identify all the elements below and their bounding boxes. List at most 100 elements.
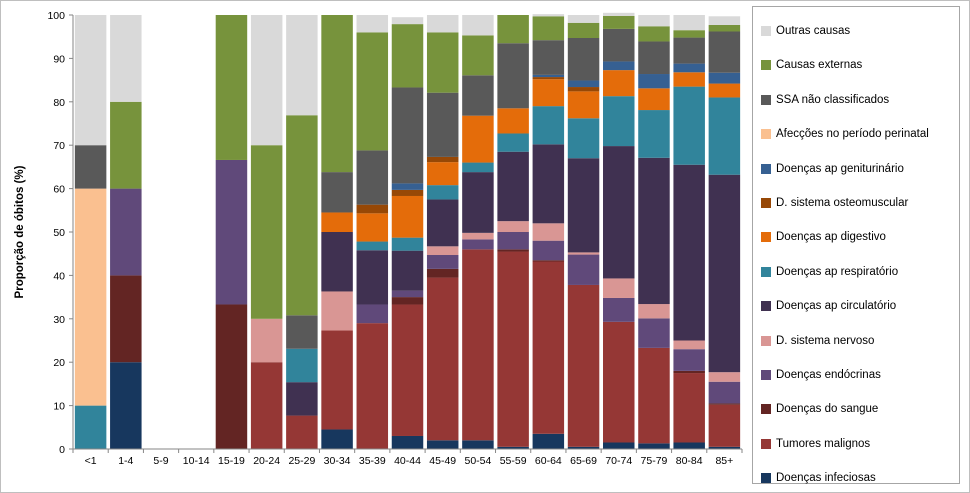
bar-segment <box>567 252 600 255</box>
bar-segment <box>426 199 459 247</box>
bar-segment <box>286 315 318 349</box>
bar-segment <box>74 145 107 189</box>
bar-segment <box>673 15 705 31</box>
bar-segment <box>673 370 705 374</box>
y-tick-label: 10 <box>53 401 65 413</box>
bar-segment <box>603 12 635 16</box>
bar-segment <box>673 37 705 64</box>
bar-segment <box>673 30 705 38</box>
x-tick-label: 30-34 <box>324 455 351 467</box>
bar-segment <box>603 321 635 443</box>
bar-segment <box>638 88 670 111</box>
bar-segment <box>673 86 705 165</box>
legend-item: Doenças endócrinas <box>761 367 881 383</box>
x-tick-label: 20-24 <box>253 455 280 467</box>
bar-segment <box>110 101 142 189</box>
bar-segment <box>497 151 529 222</box>
x-tick-label: 70-74 <box>605 455 632 467</box>
legend-item: Afecções no período perinatal <box>761 126 929 142</box>
y-tick-label: 20 <box>53 357 65 369</box>
bar-segment <box>426 15 459 33</box>
bar-segment <box>567 22 600 38</box>
bar-segment <box>110 188 142 276</box>
bar-segment <box>462 440 494 449</box>
bar-segment <box>638 318 670 348</box>
bar-segment <box>603 28 635 62</box>
x-tick-label: 25-29 <box>288 455 315 467</box>
bar-segment <box>532 433 565 449</box>
legend-label: Afecções no período perinatal <box>776 128 929 141</box>
legend-item: Doenças ap digestivo <box>761 229 886 245</box>
bar-segment <box>391 435 424 449</box>
bar-segment <box>391 17 424 25</box>
bar-segment <box>110 362 142 449</box>
bar-segment <box>391 87 424 184</box>
legend-swatch <box>761 198 771 208</box>
legend-swatch <box>761 129 771 140</box>
x-tick-label: 50-54 <box>464 455 491 467</box>
y-tick-label: 60 <box>53 184 65 196</box>
bar-segment <box>567 254 600 285</box>
x-tick-label: 40-44 <box>394 455 421 467</box>
legend-swatch <box>761 94 771 105</box>
bar-segment <box>426 277 459 441</box>
bar-segment <box>638 110 670 158</box>
y-axis-title: Proporção de óbitos (%) <box>14 165 26 298</box>
bar-segment <box>497 232 529 250</box>
bar-segment <box>391 237 424 251</box>
legend-item: D. sistema osteomuscular <box>761 195 908 211</box>
bar-segment <box>356 304 389 324</box>
bar-segment <box>250 318 283 363</box>
bar-segment <box>321 232 353 292</box>
y-tick-label: 70 <box>53 140 65 152</box>
bar-segment <box>391 250 424 291</box>
bar-segment <box>215 159 248 305</box>
x-tick-label: 60-64 <box>535 455 562 467</box>
bar-segment <box>532 261 565 434</box>
bar-segment <box>638 443 670 449</box>
x-tick-label: 15-19 <box>218 455 245 467</box>
legend: Outras causas Causas externas SSA não clas… <box>752 6 960 484</box>
bar-segment <box>708 404 741 447</box>
bar-segment <box>462 239 494 250</box>
x-tick-label: 10-14 <box>183 455 210 467</box>
bar-segment <box>708 97 741 175</box>
bar-segment <box>497 133 529 152</box>
legend-label: D. sistema osteomuscular <box>776 197 909 209</box>
bar-segment <box>638 26 670 42</box>
bar-segment <box>356 250 389 305</box>
bar-segment <box>391 297 424 305</box>
bar-segment <box>110 15 142 102</box>
legend-label: Causas externas <box>776 59 863 72</box>
legend-item: Tumores malignos <box>761 436 870 452</box>
legend-label: Doenças endócrinas <box>776 369 881 381</box>
bar-segment <box>321 429 353 449</box>
bar-segment <box>356 323 389 449</box>
bar-segment <box>497 251 529 447</box>
bar-segment <box>708 381 741 404</box>
bar-segment <box>603 146 635 279</box>
bar-segment <box>532 77 565 80</box>
bar-segment <box>638 304 670 319</box>
x-tick-label: 80-84 <box>676 455 703 467</box>
y-tick-label: 80 <box>53 97 65 109</box>
bar-segment <box>708 72 741 84</box>
bar-segment <box>497 43 529 109</box>
bar-segment <box>567 91 600 119</box>
legend-item: Doenças ap geniturinário <box>761 161 904 177</box>
bar-segment <box>673 72 705 87</box>
legend-label: SSA não classificados <box>776 93 890 106</box>
legend-swatch <box>761 232 771 243</box>
legend-swatch <box>761 370 771 380</box>
bar-segment <box>286 348 318 383</box>
bar-segment <box>426 440 459 449</box>
legend-label: Doenças infeciosas <box>776 472 876 485</box>
bar-segment <box>286 382 318 416</box>
bar-segment <box>603 15 635 29</box>
bar-segment <box>391 195 424 238</box>
x-tick-label: 35-39 <box>359 455 386 467</box>
bar-segment <box>321 330 353 430</box>
bar-segment <box>708 446 741 449</box>
y-tick-label: 100 <box>47 10 65 22</box>
bar-segment <box>532 144 565 224</box>
